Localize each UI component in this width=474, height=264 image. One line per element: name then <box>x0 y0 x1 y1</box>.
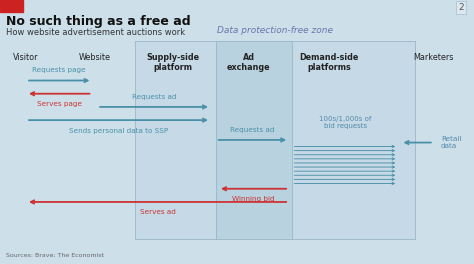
Bar <box>216 41 292 239</box>
Text: Serves ad: Serves ad <box>140 209 175 215</box>
Text: Winning bid: Winning bid <box>232 196 275 202</box>
Text: 2: 2 <box>458 3 464 12</box>
Text: Website: Website <box>79 53 111 62</box>
Text: Visitor: Visitor <box>13 53 39 62</box>
Text: Ad
exchange: Ad exchange <box>227 53 271 72</box>
Text: Requests ad: Requests ad <box>230 126 274 133</box>
Bar <box>292 41 415 239</box>
Bar <box>135 41 216 239</box>
Text: Supply-side
platform: Supply-side platform <box>146 53 200 72</box>
Text: Retail
data: Retail data <box>441 136 461 149</box>
Text: No such thing as a free ad: No such thing as a free ad <box>6 15 191 27</box>
Text: Demand-side
platforms: Demand-side platforms <box>300 53 359 72</box>
Text: Marketers: Marketers <box>413 53 454 62</box>
Text: How website advertisement auctions work: How website advertisement auctions work <box>6 28 185 37</box>
Bar <box>135 41 415 239</box>
Text: Sends personal data to SSP: Sends personal data to SSP <box>69 128 168 134</box>
Bar <box>0 0 23 12</box>
Text: Data protection-free zone: Data protection-free zone <box>217 26 333 35</box>
Text: 100s/1,000s of
bid requests: 100s/1,000s of bid requests <box>319 116 371 129</box>
Text: Sources: Brave; The Economist: Sources: Brave; The Economist <box>6 252 104 257</box>
Text: Requests ad: Requests ad <box>132 93 176 100</box>
Text: Requests page: Requests page <box>32 67 86 73</box>
Text: Serves page: Serves page <box>37 101 82 107</box>
